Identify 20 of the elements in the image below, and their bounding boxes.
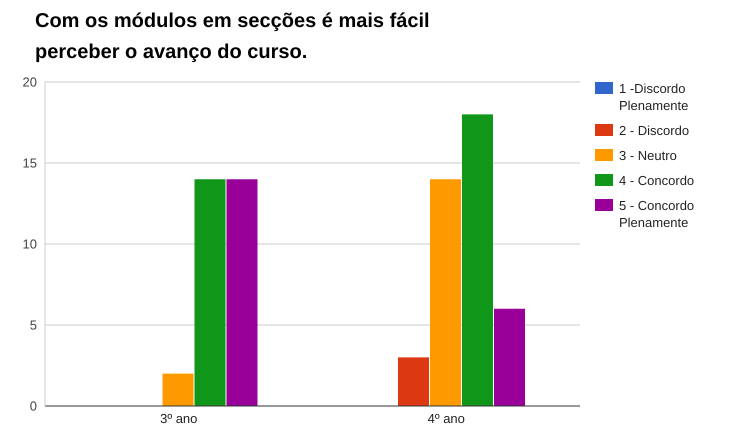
legend-label: 1 -Discordo Plenamente [619, 80, 690, 114]
bar [226, 179, 258, 406]
y-tick-label: 0 [30, 398, 37, 414]
legend-label: 2 - Discordo [619, 122, 690, 139]
bar [494, 308, 525, 406]
y-tick-label: 15 [22, 156, 37, 171]
legend-label: 4 - Concordo [619, 172, 694, 189]
bar [194, 179, 226, 406]
legend-label: 5 - Concordo Plenamente [619, 197, 696, 231]
bar [430, 179, 461, 406]
x-tick-label: 4º ano [428, 411, 465, 426]
legend-label: 3 - Neutro [619, 147, 677, 164]
y-tick-label: 5 [30, 318, 37, 333]
bar [162, 374, 194, 406]
bar [462, 114, 493, 406]
chart-title: Com os módulos em secções é mais fácil perceber o avanço do curso. [35, 9, 431, 65]
y-tick-label: 10 [22, 236, 37, 252]
bar [398, 357, 429, 406]
y-tick-label: 20 [22, 74, 37, 90]
x-tick-label: 3º ano [160, 411, 198, 426]
